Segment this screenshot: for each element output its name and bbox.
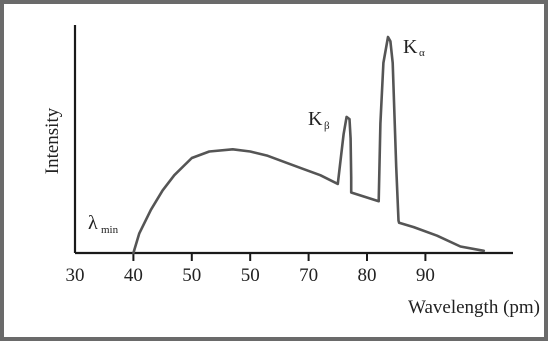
x-tick-label: 40 bbox=[124, 265, 143, 286]
lambda-min-annotation: λ min bbox=[88, 212, 119, 236]
x-tick-label: 50 bbox=[182, 265, 201, 286]
y-axis-label: Intensity bbox=[42, 107, 63, 174]
x-tick-label: 30 bbox=[66, 265, 85, 286]
x-tick-label: 90 bbox=[416, 265, 435, 286]
k-beta-annotation: K β bbox=[308, 108, 330, 132]
k-alpha-symbol: K bbox=[403, 36, 418, 58]
x-tick-label: 70 bbox=[299, 265, 318, 286]
spectrum-line bbox=[132, 35, 486, 255]
k-alpha-annotation: K α bbox=[403, 36, 425, 59]
x-axis-label: Wavelength (pm) bbox=[408, 297, 540, 318]
x-tick-label: 80 bbox=[358, 265, 377, 286]
x-tick-label: 50 bbox=[241, 265, 260, 286]
k-beta-subscript: β bbox=[324, 120, 330, 132]
lambda-symbol: λ bbox=[88, 212, 98, 234]
x-ticks: 30 40 50 50 70 80 90 bbox=[66, 253, 435, 286]
k-alpha-subscript: α bbox=[419, 47, 425, 59]
xray-spectrum-chart: 30 40 50 50 70 80 90 Intensity Wavelength (pm)… bbox=[42, 25, 540, 318]
k-beta-symbol: K bbox=[308, 108, 323, 130]
lambda-subscript: min bbox=[101, 224, 119, 236]
